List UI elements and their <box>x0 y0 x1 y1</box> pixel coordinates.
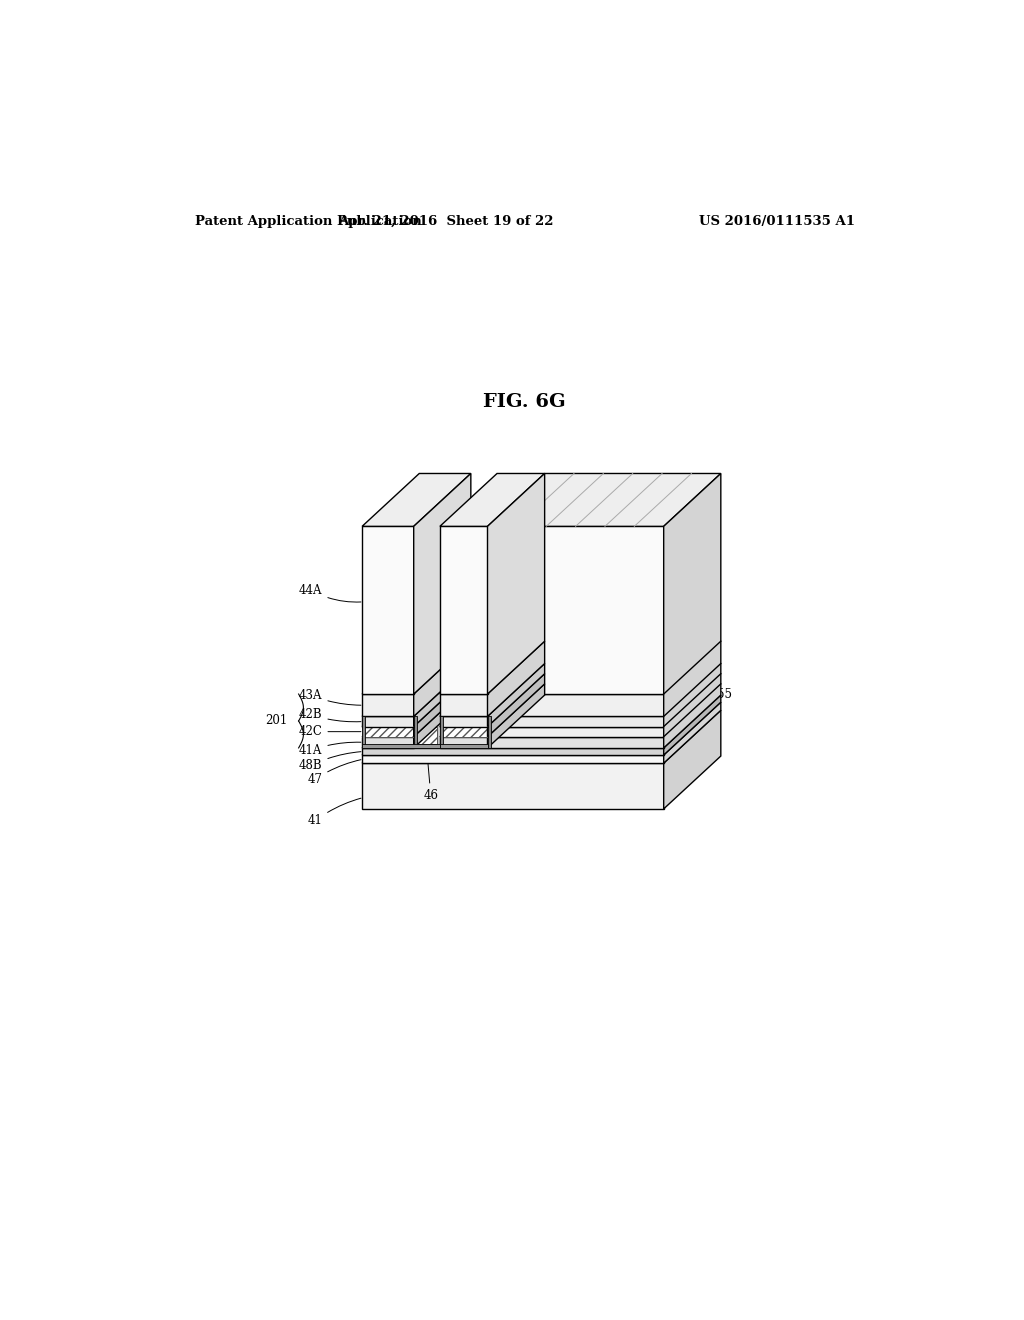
Polygon shape <box>362 710 721 763</box>
Polygon shape <box>362 702 721 755</box>
Polygon shape <box>362 474 471 527</box>
Polygon shape <box>440 474 545 527</box>
Polygon shape <box>414 684 471 748</box>
Polygon shape <box>414 642 471 717</box>
Text: FIG. 6G: FIG. 6G <box>483 393 566 412</box>
Polygon shape <box>362 664 471 717</box>
Polygon shape <box>440 717 443 748</box>
Polygon shape <box>664 696 721 755</box>
Polygon shape <box>487 717 490 748</box>
Polygon shape <box>664 702 721 763</box>
Text: Apr. 21, 2016  Sheet 19 of 22: Apr. 21, 2016 Sheet 19 of 22 <box>338 215 553 228</box>
Polygon shape <box>487 717 664 726</box>
Polygon shape <box>487 684 545 748</box>
Text: US 2016/0111535 A1: US 2016/0111535 A1 <box>699 215 855 228</box>
Text: 55: 55 <box>666 677 732 701</box>
Text: Patent Application Publication: Patent Application Publication <box>196 215 422 228</box>
Polygon shape <box>487 694 664 717</box>
Polygon shape <box>487 474 721 527</box>
Polygon shape <box>362 642 471 694</box>
Polygon shape <box>440 737 487 748</box>
Polygon shape <box>487 673 545 737</box>
Polygon shape <box>440 717 487 726</box>
Polygon shape <box>362 744 440 748</box>
Text: 41: 41 <box>307 799 361 828</box>
Polygon shape <box>440 673 545 726</box>
Polygon shape <box>487 527 664 694</box>
Polygon shape <box>362 673 471 726</box>
Polygon shape <box>487 664 545 726</box>
Polygon shape <box>664 710 721 809</box>
Polygon shape <box>362 694 414 717</box>
Polygon shape <box>414 673 471 737</box>
Polygon shape <box>362 737 414 748</box>
Text: 43A: 43A <box>299 689 360 705</box>
Polygon shape <box>440 744 487 748</box>
Text: 48B: 48B <box>299 751 360 772</box>
Polygon shape <box>440 642 545 694</box>
Text: 44A: 44A <box>299 583 360 602</box>
Polygon shape <box>417 726 436 744</box>
Polygon shape <box>362 763 664 809</box>
Polygon shape <box>664 474 721 748</box>
Polygon shape <box>487 642 545 717</box>
Text: 47: 47 <box>307 760 361 785</box>
Text: 42C: 42C <box>299 725 360 738</box>
Text: 42B: 42B <box>299 708 360 722</box>
Text: 201: 201 <box>265 714 288 727</box>
Polygon shape <box>362 696 721 748</box>
Text: 46: 46 <box>423 754 438 801</box>
Polygon shape <box>440 726 487 737</box>
Polygon shape <box>414 474 471 694</box>
Polygon shape <box>440 527 487 694</box>
Polygon shape <box>440 684 545 737</box>
Polygon shape <box>362 717 366 748</box>
Polygon shape <box>362 717 414 726</box>
Polygon shape <box>414 717 417 748</box>
Polygon shape <box>487 726 664 737</box>
Polygon shape <box>440 664 545 717</box>
Polygon shape <box>362 748 664 755</box>
Polygon shape <box>487 737 664 748</box>
Polygon shape <box>362 527 414 694</box>
Polygon shape <box>362 684 471 737</box>
Text: 41A: 41A <box>299 742 360 756</box>
Polygon shape <box>487 474 545 694</box>
Polygon shape <box>362 755 664 763</box>
Polygon shape <box>440 694 487 717</box>
Polygon shape <box>362 726 414 737</box>
Polygon shape <box>414 664 471 726</box>
